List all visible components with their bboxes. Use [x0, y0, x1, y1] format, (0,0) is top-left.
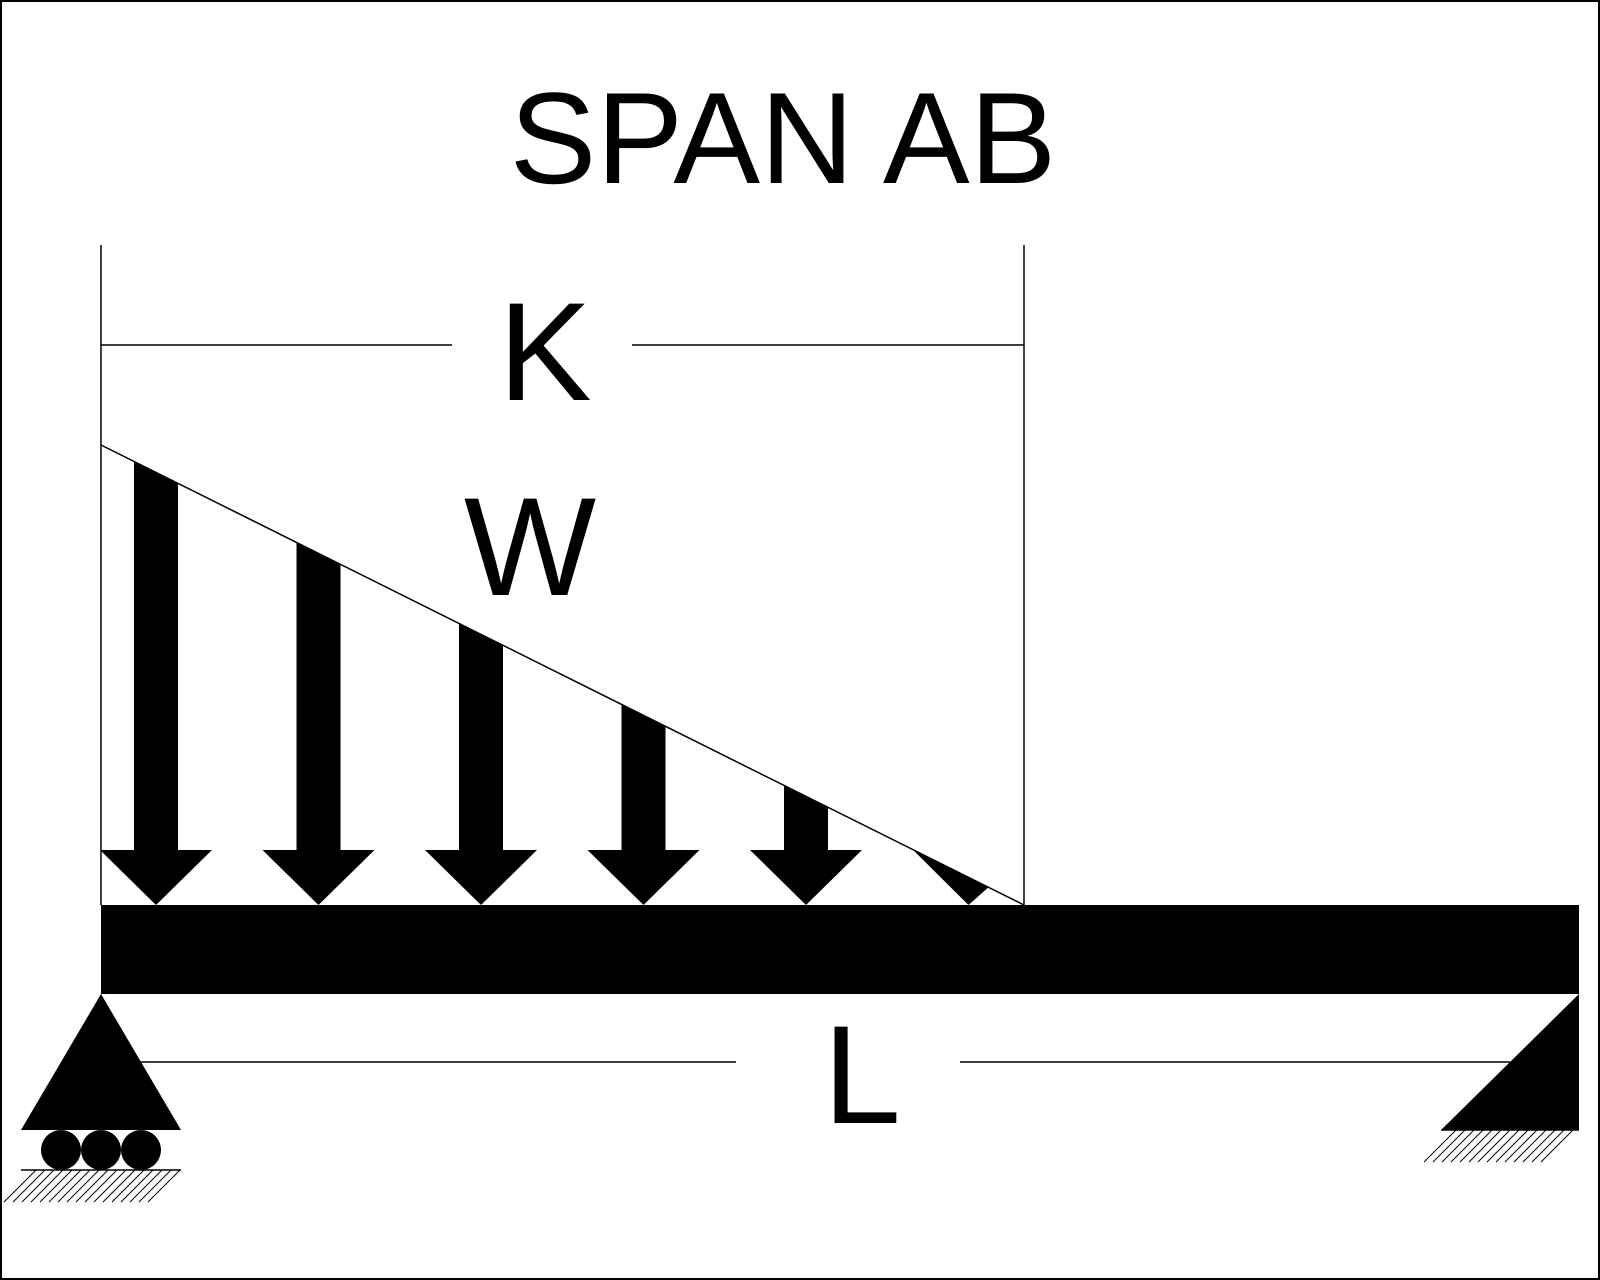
- load-arrow-shaft: [459, 623, 503, 850]
- triangular-load: W: [100, 444, 1025, 906]
- hatch-line: [1495, 1129, 1529, 1163]
- dimension-k: K: [100, 245, 1025, 905]
- load-arrow-head: [912, 849, 989, 905]
- hatch-line: [93, 1169, 127, 1203]
- load-arrow-shaft: [784, 785, 828, 850]
- hatch-line: [66, 1169, 100, 1203]
- hatch-line: [57, 1169, 91, 1203]
- load-arrow-head: [425, 850, 537, 905]
- hatch-line: [1468, 1129, 1502, 1163]
- roller-wheel: [41, 1130, 81, 1170]
- roller-wheel: [81, 1130, 121, 1170]
- load-arrow-shaft: [296, 542, 341, 850]
- hatch-line: [1450, 1129, 1484, 1163]
- hatch-line: [1522, 1129, 1556, 1163]
- l-label: L: [823, 996, 901, 1153]
- hatch-line: [39, 1169, 73, 1203]
- load-arrow: [912, 849, 989, 905]
- load-arrow: [262, 542, 375, 905]
- hatch-line: [1432, 1129, 1466, 1163]
- hatch-line: [84, 1169, 118, 1203]
- k-label: K: [498, 273, 591, 430]
- hatch-line: [1459, 1129, 1493, 1163]
- span-title: SPAN AB: [510, 65, 1057, 211]
- hatch-line: [138, 1169, 172, 1203]
- load-envelope: [100, 444, 1025, 906]
- load-arrow-shaft: [134, 461, 178, 850]
- load-arrow-head: [587, 850, 700, 905]
- load-arrow-head: [750, 850, 862, 905]
- hatch-line: [1486, 1129, 1520, 1163]
- load-arrow: [425, 623, 537, 905]
- dimension-l: L: [140, 996, 1510, 1153]
- load-arrow-head: [100, 850, 212, 905]
- hatch-line: [21, 1169, 55, 1203]
- load-arrow: [587, 704, 700, 905]
- hatch-line: [1423, 1129, 1457, 1163]
- roller-ground-hatch: [3, 1169, 181, 1203]
- hatch-line: [1441, 1129, 1475, 1163]
- fixed-ground-hatch: [1423, 1129, 1574, 1163]
- load-arrow-head: [262, 850, 375, 905]
- hatch-line: [147, 1169, 181, 1203]
- hatch-line: [129, 1169, 163, 1203]
- roller-wheel: [121, 1130, 161, 1170]
- beam: [101, 905, 1579, 994]
- hatch-line: [1504, 1129, 1538, 1163]
- hatch-line: [48, 1169, 82, 1203]
- load-arrow-shaft: [621, 704, 666, 850]
- hatch-line: [1513, 1129, 1547, 1163]
- hatch-line: [120, 1169, 154, 1203]
- load-arrow: [100, 461, 212, 905]
- hatch-line: [1531, 1129, 1565, 1163]
- hatch-line: [30, 1169, 64, 1203]
- hatch-line: [1540, 1129, 1574, 1163]
- roller-support: [3, 994, 181, 1203]
- hatch-line: [1477, 1129, 1511, 1163]
- hatch-line: [102, 1169, 136, 1203]
- hatch-line: [12, 1169, 46, 1203]
- w-label: W: [464, 468, 596, 625]
- roller-support-triangle: [21, 994, 181, 1130]
- load-arrow: [750, 785, 862, 905]
- hatch-line: [111, 1169, 145, 1203]
- hatch-line: [3, 1169, 37, 1203]
- hatch-line: [75, 1169, 109, 1203]
